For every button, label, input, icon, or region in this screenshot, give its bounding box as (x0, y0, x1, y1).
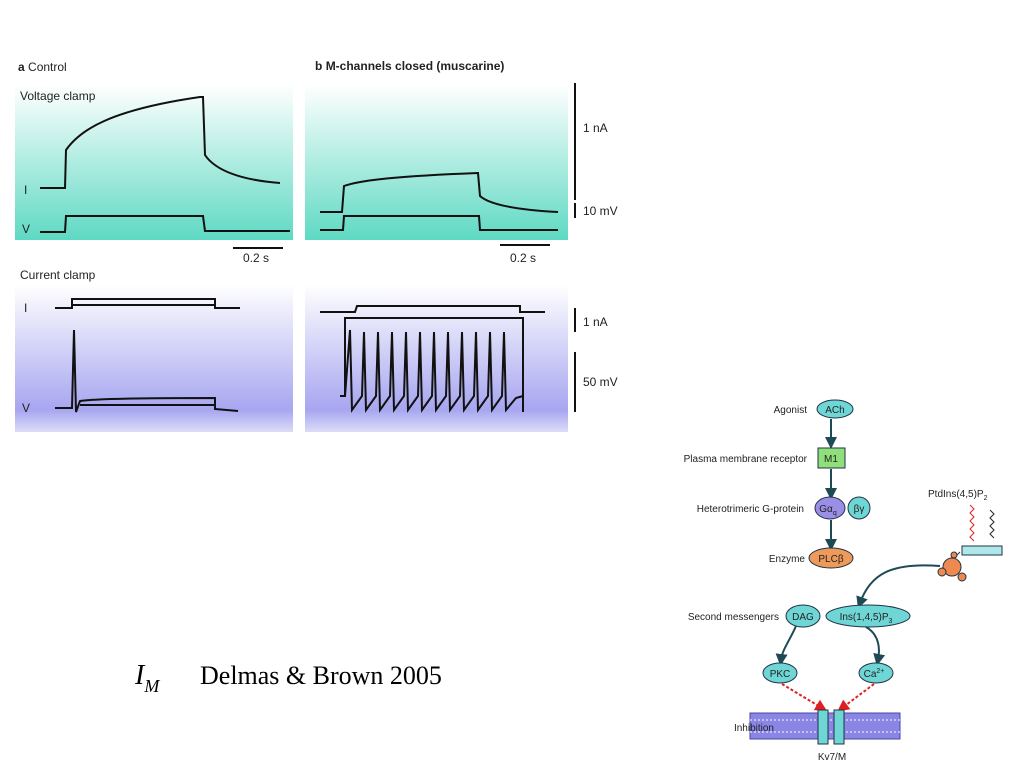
scale-label: 10 mV (583, 204, 618, 218)
scale-label: 1 nA (583, 315, 608, 329)
arrow (856, 564, 941, 609)
bg (15, 85, 293, 240)
label: Voltage clamp (20, 89, 96, 103)
superscript: 2+ (876, 668, 884, 675)
inhibition-arrow (781, 683, 828, 712)
subscript: q (833, 510, 837, 517)
phosphate (950, 551, 958, 559)
symbol: I (134, 660, 146, 691)
caption-symbol: IM (134, 660, 160, 696)
trace (40, 96, 281, 189)
subscript: 2 (984, 495, 988, 502)
node (814, 496, 846, 520)
scale-label: 1 nA (583, 121, 608, 135)
title: M-channels closed (muscarine) (326, 59, 505, 73)
step-label: Enzyme (769, 554, 806, 565)
scale-label: 0.2 s (510, 251, 536, 265)
panel-header: b M-channels closed (muscarine) (315, 59, 504, 73)
trace (320, 215, 558, 231)
arrow (865, 626, 886, 666)
trace (340, 317, 524, 414)
membrane-lipids (750, 719, 900, 733)
channel (817, 709, 845, 745)
trace-label: I (24, 301, 27, 315)
letter: b (315, 59, 322, 73)
citation: Delmas & Brown 2005 (200, 661, 442, 690)
node (847, 496, 871, 520)
node-label: PLCβ (818, 554, 843, 565)
text: PtdIns(4,5)P (928, 489, 984, 500)
step-label: Agonist (774, 405, 808, 416)
node (858, 662, 894, 684)
node-label: Ins(1,4,5)P3 (840, 612, 893, 625)
phosphate (937, 567, 947, 577)
inhibition-arrow (837, 683, 875, 712)
panel-header: a Control (18, 60, 67, 74)
text: Gα (819, 504, 833, 515)
text: Ca (864, 669, 877, 680)
step-label: Heterotrimeric G-protein (697, 504, 804, 515)
text: Ins(1,4,5)P (840, 612, 889, 623)
node-label: DAG (792, 612, 814, 623)
lipid-tail (969, 504, 975, 542)
subscript: 3 (889, 618, 893, 625)
trace-label: I (24, 183, 27, 197)
trace (320, 171, 559, 213)
scale-label: 50 mV (583, 375, 618, 389)
node-label: βγ (854, 504, 865, 515)
node (785, 604, 821, 628)
node (816, 399, 854, 419)
lipid-head (961, 545, 1003, 556)
lipid-label: PtdIns(4,5)P2 (928, 489, 988, 502)
title: Control (28, 60, 67, 74)
trace-label: V (22, 222, 30, 236)
node-label: ACh (825, 405, 844, 416)
bg (305, 85, 568, 240)
node-label: PKC (770, 669, 791, 680)
node-label: M1 (824, 454, 838, 465)
node-label: Ca2+ (864, 668, 885, 680)
trace (55, 298, 240, 309)
scale-label: 0.2 s (243, 251, 269, 265)
trace-label: V (22, 401, 30, 415)
step-label: Second messengers (688, 612, 779, 623)
trace (40, 215, 290, 233)
lipid-tail (989, 509, 995, 539)
node-label: Gαq (819, 504, 837, 517)
label: Current clamp (20, 268, 96, 282)
subscript: M (143, 676, 160, 696)
letter: a (18, 60, 25, 74)
step-label: Plasma membrane receptor (684, 454, 808, 465)
node (762, 662, 798, 684)
node (808, 547, 854, 569)
arrow (775, 625, 797, 666)
inositol (942, 557, 962, 577)
trace (320, 305, 545, 313)
label: Inhibition (734, 723, 774, 734)
node (825, 604, 911, 628)
phosphate (957, 572, 967, 582)
channel-label: Kv7/M (818, 752, 846, 763)
node (817, 447, 846, 469)
trace (55, 329, 239, 413)
